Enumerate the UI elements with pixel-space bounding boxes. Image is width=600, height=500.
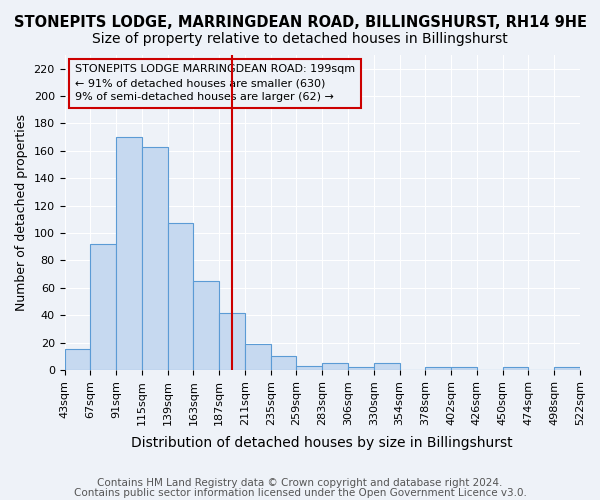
Bar	[116, 137, 142, 370]
Bar	[142, 147, 167, 370]
Bar	[425, 368, 451, 370]
Bar	[91, 244, 116, 370]
Bar	[271, 356, 296, 370]
Text: Size of property relative to detached houses in Billingshurst: Size of property relative to detached ho…	[92, 32, 508, 46]
Y-axis label: Number of detached properties: Number of detached properties	[15, 114, 28, 311]
Bar	[451, 368, 477, 370]
X-axis label: Distribution of detached houses by size in Billingshurst: Distribution of detached houses by size …	[131, 436, 513, 450]
Text: Contains public sector information licensed under the Open Government Licence v3: Contains public sector information licen…	[74, 488, 526, 498]
Text: Contains HM Land Registry data © Crown copyright and database right 2024.: Contains HM Land Registry data © Crown c…	[97, 478, 503, 488]
Bar	[219, 312, 245, 370]
Bar	[65, 350, 91, 370]
Bar	[348, 368, 374, 370]
Bar	[322, 363, 348, 370]
Bar	[554, 368, 580, 370]
Bar	[167, 224, 193, 370]
Bar	[245, 344, 271, 370]
Bar	[503, 368, 529, 370]
Bar	[193, 281, 219, 370]
Bar	[296, 366, 322, 370]
Bar	[374, 363, 400, 370]
Text: STONEPITS LODGE MARRINGDEAN ROAD: 199sqm
← 91% of detached houses are smaller (6: STONEPITS LODGE MARRINGDEAN ROAD: 199sqm…	[75, 64, 355, 102]
Text: STONEPITS LODGE, MARRINGDEAN ROAD, BILLINGSHURST, RH14 9HE: STONEPITS LODGE, MARRINGDEAN ROAD, BILLI…	[14, 15, 587, 30]
